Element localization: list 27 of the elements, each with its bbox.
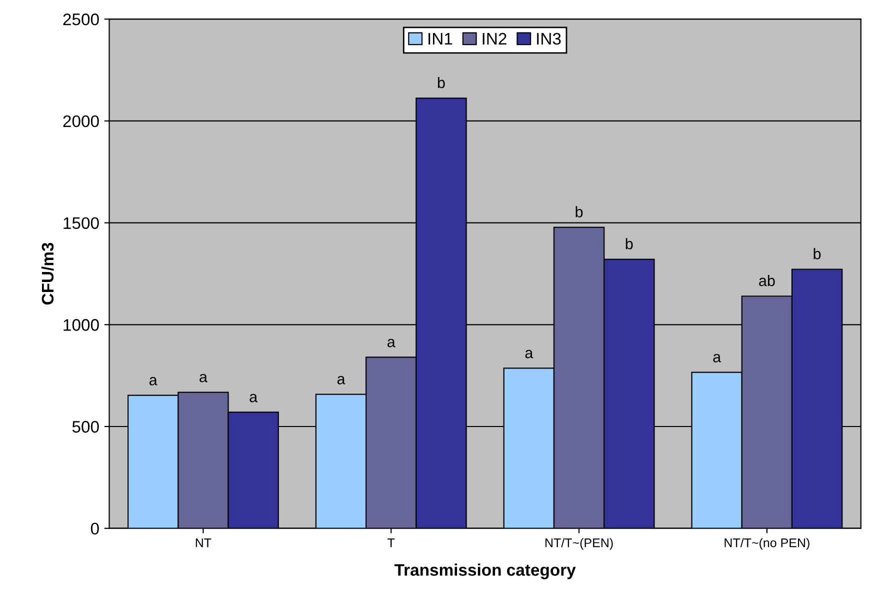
x-tick-label: T	[388, 538, 395, 548]
data-label: b	[814, 248, 821, 260]
y-tick-label: 1000	[64, 319, 99, 331]
data-label: ab	[759, 274, 775, 286]
data-label: a	[337, 376, 346, 384]
x-tick-label: NT/T~(PEN)	[546, 538, 613, 550]
x-tick-label: NT/T~(no PEN)	[724, 538, 810, 550]
data-label: a	[713, 354, 722, 362]
y-tick-label: 1500	[64, 217, 99, 230]
y-tick-label: 2000	[63, 115, 99, 128]
legend-label: IN1	[428, 33, 452, 45]
data-label: b	[626, 238, 633, 250]
y-tick-label: 2500	[63, 14, 99, 26]
y-tick-label: 500	[72, 420, 99, 433]
data-label: b	[438, 76, 445, 88]
x-tick-label: NT	[196, 538, 212, 548]
data-label: a	[525, 350, 534, 358]
data-label: b	[576, 206, 583, 218]
legend-label: IN3	[537, 32, 561, 45]
legend-label: IN2	[482, 32, 506, 45]
data-label: a	[149, 376, 158, 386]
y-tick-label: 0	[90, 522, 99, 535]
x-axis-title: Transmission category	[394, 564, 576, 580]
data-label: a	[250, 394, 258, 402]
data-label: a	[388, 338, 396, 348]
y-axis-title: CFU/m3	[41, 242, 54, 305]
data-label: a	[200, 374, 208, 382]
